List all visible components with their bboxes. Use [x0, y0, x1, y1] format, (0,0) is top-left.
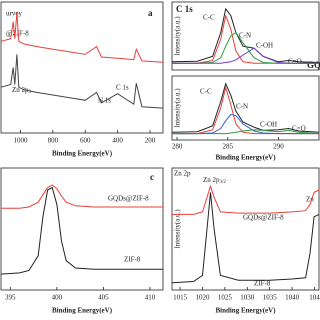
- annotation: C-N: [239, 32, 251, 40]
- annotation: C-C: [200, 88, 212, 96]
- x-axis-label: Binding Energy(eV): [52, 150, 113, 158]
- annotation-sub: 3: [29, 90, 32, 95]
- annotation: Zn 2p3/2: [203, 176, 226, 186]
- annotation: @ZIF-8: [6, 30, 29, 38]
- x-tick-label: 1000: [13, 137, 28, 145]
- x-axis-label: Binding Energy(eV): [215, 307, 276, 315]
- annotation-text: Zn 2p: [12, 86, 29, 94]
- x-tick-label: 1015: [173, 294, 188, 302]
- x-tick-label: 1035: [263, 294, 278, 302]
- x-tick-label: 1020: [195, 294, 210, 302]
- annotation: urvey: [6, 10, 22, 18]
- annotation: C-OH: [256, 42, 273, 50]
- spectrum-line: [172, 184, 320, 215]
- annotation: C-N: [236, 103, 248, 111]
- x-tick-label: 410: [145, 294, 156, 302]
- spectrum-line: [0, 12, 164, 63]
- spectrum-line: [0, 186, 163, 275]
- x-tick-label: 200: [145, 137, 156, 145]
- annotation: ZIF-8: [124, 256, 141, 264]
- x-tick-label: 800: [48, 137, 59, 145]
- x-tick-label: 290: [273, 143, 284, 151]
- x-axis-label: Binding Energy(eV): [215, 154, 276, 162]
- x-tick-label: 405: [98, 294, 109, 302]
- annotation: C-OH: [260, 121, 277, 129]
- plot-frame: [171, 1, 320, 71]
- x-tick-label: 600: [80, 137, 91, 145]
- annotation: C 1s: [116, 84, 129, 92]
- plot-frame: [171, 75, 320, 141]
- x-tick-label: 400: [52, 294, 63, 302]
- plot-frame: [0, 1, 164, 134]
- y-axis-label: Intensity(a.u.): [174, 88, 182, 128]
- annotation: GQ: [307, 60, 320, 70]
- y-axis-label: Intensity(a.u.): [174, 16, 182, 56]
- annotation: Zn 2p3: [12, 86, 32, 96]
- plot-frame: [0, 167, 164, 291]
- spectrum-line: [0, 54, 164, 109]
- spectrum-line: [172, 113, 319, 135]
- spectrum-line: [171, 192, 320, 284]
- x-tick-label: 400: [112, 137, 123, 145]
- x-tick-label: 280: [172, 143, 183, 151]
- plot-frame: [171, 167, 320, 291]
- panel-label: a: [148, 8, 153, 18]
- spectrum-line: [1, 184, 163, 209]
- spectrum-line: [172, 129, 320, 135]
- annotation: C-C: [203, 14, 215, 22]
- annotation: C=O: [292, 125, 306, 133]
- annotation-text: Zn 2p: [203, 176, 220, 184]
- x-tick-label: 104: [309, 294, 320, 302]
- annotation: Zn: [306, 196, 314, 204]
- spectrum-line: [171, 82, 320, 133]
- x-tick-label: 285: [223, 143, 234, 151]
- annotation: GQDs@ZIF-8: [108, 195, 149, 203]
- x-tick-label: 1040: [285, 294, 300, 302]
- x-tick-label: 1030: [240, 294, 255, 302]
- x-tick-label: 1025: [218, 294, 233, 302]
- x-axis-label: Binding Energy(eV): [52, 307, 113, 315]
- annotation: ZIF-8: [254, 280, 271, 288]
- spectrum-line: [171, 7, 320, 63]
- x-tick-label: 395: [5, 294, 16, 302]
- annotation: C 1s: [176, 4, 193, 14]
- annotation: Zn 2p: [174, 170, 191, 178]
- spectrum-line: [172, 47, 319, 64]
- annotation-sub: 3/2: [220, 180, 227, 185]
- annotation: GQDs@ZIF-8: [243, 214, 284, 222]
- y-axis-label: Intensity(a.u.): [174, 209, 182, 249]
- panel-label: c: [150, 172, 154, 182]
